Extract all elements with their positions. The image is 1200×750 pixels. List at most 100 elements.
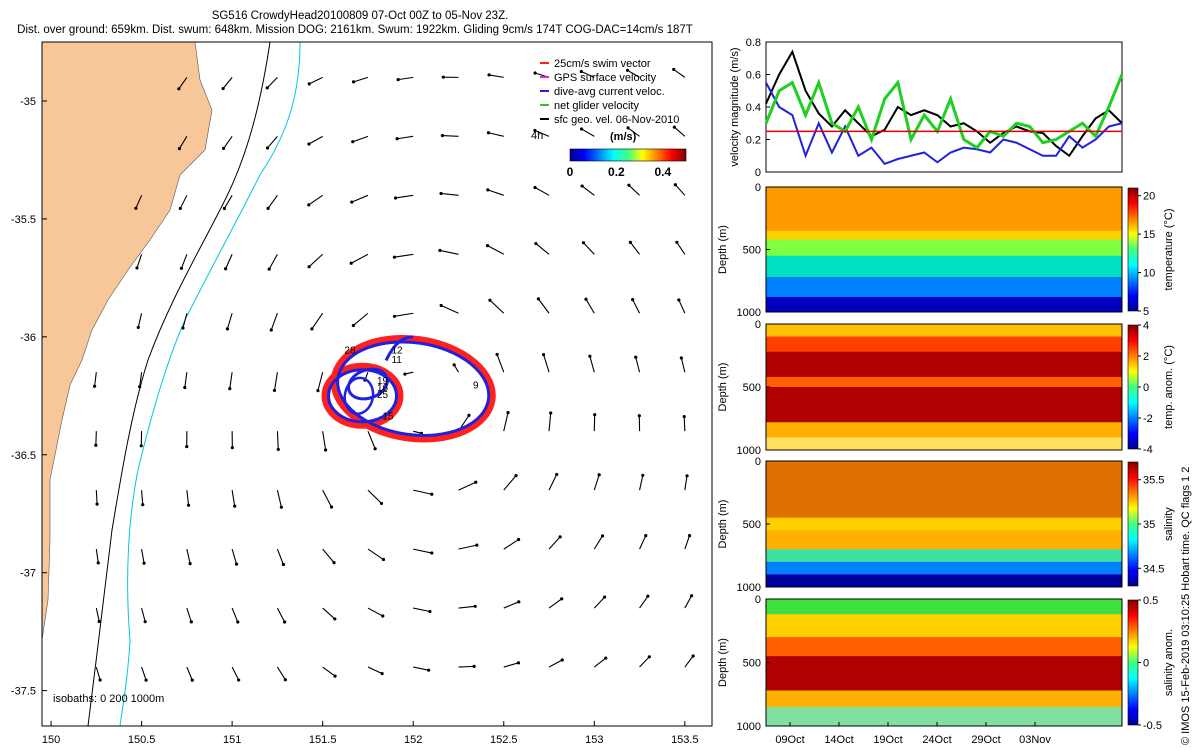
track-day-label: 16 [377,383,389,394]
vector-arrowhead [558,535,562,539]
vector-arrowhead [474,480,478,484]
vector-arrow [458,544,477,550]
vector-arrowhead [183,385,187,390]
section-band [766,656,1122,691]
y-tick-label: 1000 [737,445,761,457]
vector-arrowhead [392,255,397,259]
vector-arrowhead [266,206,270,210]
section-band [766,187,1122,232]
colorbar-tick-label: 15 [1143,229,1155,241]
y-tick-label: 0.4 [746,102,761,114]
vector-arrow [458,481,476,491]
vector-arrow [308,194,323,206]
vector-arrow [276,607,286,623]
vector-arrow [398,76,414,81]
vector-arrow [548,659,563,668]
vector-arrow [350,253,369,264]
y-tick-label: 500 [743,245,761,257]
y-tick-label: 1000 [737,721,761,733]
x-tick-label: 153 [585,734,603,746]
vector-arrowhead [310,327,314,331]
colorbar-tick-label: 35.5 [1143,475,1164,487]
vector-arrowhead [96,561,100,565]
section-band [766,376,1122,388]
colorbar-tick-label: 0 [567,165,574,179]
vector-arrowhead [316,388,320,393]
vector-arrow [395,194,414,199]
vector-arrowhead [516,661,521,665]
vector-arrowhead [506,411,510,415]
vector-arrowhead [222,206,226,211]
vector-arrow [141,549,145,564]
vector-arrowhead [351,80,356,84]
vector-arrowhead [92,384,97,388]
vector-arrow [639,535,647,550]
colorbar-tick-label: 0 [1143,658,1149,670]
vector-arrow [676,241,686,255]
section-colorbar [1127,324,1139,450]
vector-arrowhead [533,185,537,190]
colorbar-tick-label: 20 [1143,191,1155,203]
section-band [766,239,1122,257]
vector-arrow [397,135,414,140]
section-band [766,614,1122,638]
vector-arrowhead [685,474,689,478]
vector-arrow [489,299,505,314]
vector-arrow [593,657,607,668]
vector-arrow [673,68,686,78]
vector-arrow [186,607,192,623]
vector-arrowhead [485,244,490,248]
vector-arrow [351,194,369,203]
vector-arrowhead [579,127,584,131]
section-band [766,530,1122,550]
vector-arrowhead [439,191,443,196]
y-tick-label: 500 [743,382,761,394]
vector-arrowhead [646,594,650,598]
vector-arrowhead [230,446,234,450]
vector-arrowhead [136,325,140,330]
vector-arrowhead [141,503,145,507]
vector-arrow [684,535,691,550]
vector-arrowhead [95,502,99,506]
colorbar-tick-label: 2 [1143,351,1149,363]
vector-arrow [543,354,550,373]
vector-arrowhead [495,352,499,357]
vector-arrow [352,135,369,143]
copyright-note: © IMOS 15-Feb-2019 03:10:25 Hobart time.… [1180,466,1192,745]
vector-arrowhead [473,604,477,608]
legend-label: sfc geo. vel. 06-Nov-2010 [554,114,679,126]
vector-arrowhead [472,664,476,668]
vector-arrow [180,254,188,269]
vector-arrow [629,242,641,255]
vector-arrow [268,254,278,270]
track-day-label: 28 [344,345,356,356]
vector-arrow [674,184,686,196]
vector-arrowhead [488,298,492,302]
section-band [766,461,1122,519]
vector-arrow [141,490,144,505]
y-tick-label: 1000 [737,582,761,594]
vector-arrow [585,298,595,314]
vector-arrow [95,549,99,563]
vector-arrow [367,548,384,560]
vector-arrow [231,548,238,565]
vector-arrow [178,136,188,149]
colorbar [569,148,687,162]
vector-arrowhead [351,140,355,144]
vector-arrow [503,601,520,609]
vector-arrowhead [373,447,377,451]
vector-arrow [413,489,432,495]
vector-arrowhead [379,501,384,506]
y-tick-label: 0 [755,182,761,194]
vector-arrowhead [593,413,597,417]
vector-arrow [488,132,504,137]
vector-arrowhead [687,533,692,538]
land-area [42,42,213,641]
vector-arrowhead [381,614,385,618]
vector-arrow [95,666,101,681]
vector-arrowhead [351,323,355,328]
vector-arrow [136,254,143,269]
vector-arrow [229,372,233,389]
